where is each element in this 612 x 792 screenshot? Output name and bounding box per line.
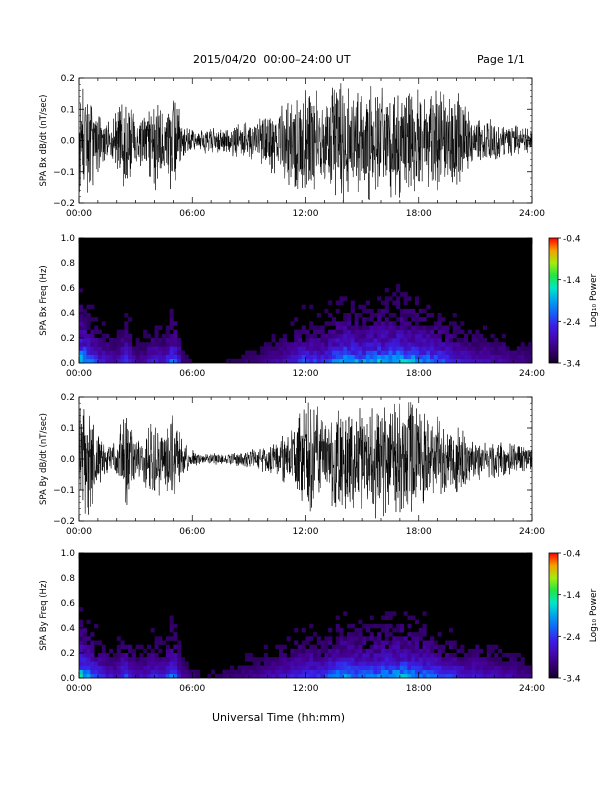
- x-tick-label: 12:00: [293, 527, 319, 537]
- colorbar-label: Log₁₀ Power: [589, 274, 599, 328]
- x-tick-label: 00:00: [66, 684, 92, 694]
- x-tick-label: 18:00: [406, 369, 432, 379]
- y-tick-label: 0.2: [61, 74, 75, 84]
- y-tick-label: −0.2: [53, 199, 75, 209]
- x-tick-label: 12:00: [293, 209, 319, 219]
- x-tick-label: 18:00: [406, 684, 432, 694]
- y-tick-label: −0.1: [53, 168, 75, 178]
- x-tick-label: 24:00: [519, 209, 545, 219]
- y-tick-label: −0.1: [53, 486, 75, 496]
- colorbar-tick-label: -2.4: [563, 633, 581, 643]
- colorbar-tick-label: -3.4: [563, 675, 581, 685]
- colorbar-tick-label: -1.4: [563, 276, 581, 286]
- x-tick-label: 06:00: [179, 369, 205, 379]
- y-tick-label: 1.0: [61, 234, 76, 244]
- y-axis-title: SPA Bx Freq (Hz): [39, 265, 49, 335]
- chart-panel-3: −0.2 −0.1 0.0 0.1 0.2 00:00 06:00 12:00 18:00 24:…: [39, 393, 545, 537]
- y-tick-label: 0.6: [61, 599, 76, 609]
- x-tick-label: 24:00: [519, 369, 545, 379]
- y-tick-label: 0.8: [61, 574, 76, 584]
- x-tick-label: 06:00: [179, 209, 205, 219]
- y-tick-label: 0.6: [61, 284, 76, 294]
- y-axis-title: SPA By dB/dt (nT/sec): [39, 413, 49, 505]
- x-tick-label: 06:00: [179, 527, 205, 537]
- x-tick-label: 00:00: [66, 527, 92, 537]
- x-tick-label: 00:00: [66, 369, 92, 379]
- y-axis-title: SPA Bx dB/dt (nT/sec): [39, 95, 49, 187]
- colorbar-tick-label: -0.4: [563, 550, 581, 560]
- colorbar-label: Log₁₀ Power: [589, 589, 599, 643]
- x-tick-label: 24:00: [519, 527, 545, 537]
- chart-panel-1: −0.2 −0.1 0.0 0.1 0.2 00:00 06:00 12:00 18:00 24:…: [39, 74, 545, 219]
- figure-title: 2015/04/20 00:00–24:00 UT: [193, 53, 351, 66]
- colorbar-tick-label: -1.4: [563, 591, 581, 601]
- y-tick-label: 0.1: [61, 424, 75, 434]
- y-tick-label: 0.2: [61, 393, 75, 403]
- y-tick-label: 1.0: [61, 549, 76, 559]
- y-tick-label: 0.0: [61, 455, 76, 465]
- x-tick-label: 24:00: [519, 684, 545, 694]
- x-tick-label: 06:00: [179, 684, 205, 694]
- chart-panel-2: -0.4 -1.4 -2.4 -3.4 Log₁₀ Power 0.0 0.2 0.4 0.6 0…: [39, 234, 599, 379]
- x-tick-label: 12:00: [293, 684, 319, 694]
- x-tick-label: 18:00: [406, 527, 432, 537]
- signal-trace: [78, 402, 533, 519]
- colorbar-tick-label: -0.4: [563, 235, 581, 245]
- y-tick-label: 0.0: [61, 359, 76, 369]
- y-axis-title: SPA By Freq (Hz): [39, 580, 49, 650]
- y-tick-label: 0.4: [61, 309, 76, 319]
- x-tick-label: 00:00: [66, 209, 92, 219]
- colorbar: [548, 552, 559, 679]
- y-tick-label: 0.1: [61, 105, 75, 115]
- y-tick-label: 0.4: [61, 624, 76, 634]
- chart-panel-4: -0.4 -1.4 -2.4 -3.4 Log₁₀ Power 0.0 0.2 0.4 0.6 0…: [39, 549, 599, 694]
- spectrogram-cells: [79, 283, 533, 364]
- y-tick-label: 0.0: [61, 137, 76, 147]
- y-tick-label: 0.2: [61, 649, 75, 659]
- colorbar-tick-label: -2.4: [563, 318, 581, 328]
- x-tick-label: 18:00: [406, 209, 432, 219]
- x-axis-title: Universal Time (hh:mm): [212, 711, 345, 724]
- colorbar: [548, 237, 559, 364]
- page-number: Page 1/1: [477, 53, 525, 66]
- colorbar-tick-label: -3.4: [563, 360, 581, 370]
- signal-trace: [78, 83, 533, 202]
- y-tick-label: 0.8: [61, 259, 76, 269]
- x-tick-label: 12:00: [293, 369, 319, 379]
- y-tick-label: 0.0: [61, 674, 76, 684]
- y-tick-label: 0.2: [61, 334, 75, 344]
- spectrogram-cells: [79, 607, 533, 679]
- y-tick-label: −0.2: [53, 517, 75, 527]
